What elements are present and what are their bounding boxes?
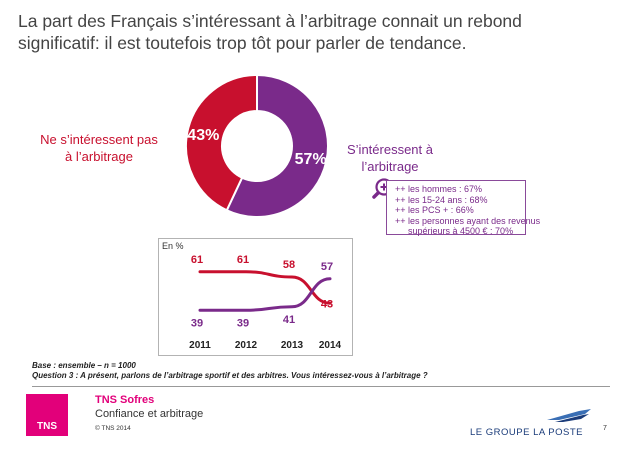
x-tick-label-2012: 2012 xyxy=(235,340,258,351)
x-tick-label-2013: 2013 xyxy=(281,340,304,351)
line-chart: 2011 2012 2013 2014 61 61 58 43 39 39 41 57 xyxy=(189,254,341,351)
donut-label-not-interested-line-2: à l’arbitrage xyxy=(65,149,133,164)
donut-label-interested: S’intéressent à l’arbitrage xyxy=(334,141,446,175)
x-tick-label-2011: 2011 xyxy=(189,340,211,351)
data-label-not_interested-2013: 58 xyxy=(283,259,295,271)
title-line-1: La part des Français s’intéressant à l’a… xyxy=(18,11,522,31)
title-line-2: significatif: il est toutefois trop tôt … xyxy=(18,33,467,53)
la-poste-label: LE GROUPE LA POSTE xyxy=(470,427,584,438)
page-number: 7 xyxy=(603,425,607,432)
donut-label-not-interested: Ne s’intéressent pas à l’arbitrage xyxy=(24,131,174,165)
donut-value-label-0: 57% xyxy=(295,151,327,168)
donut-slice-0 xyxy=(225,73,329,218)
brand-name: TNS Sofres xyxy=(95,394,155,406)
line-chart-frame xyxy=(158,238,353,356)
data-label-interested-2013: 41 xyxy=(283,314,295,326)
base-sample: Base : ensemble – n = 1000 xyxy=(32,361,136,370)
la-poste-bird-logo xyxy=(547,409,591,422)
detail-men: ++ les hommes : 67% xyxy=(395,184,483,194)
series-line-not_interested xyxy=(198,270,332,305)
x-tick-label-2014: 2014 xyxy=(319,340,342,351)
details-box: ++ les hommes : 67% ++ les 15-24 ans : 6… xyxy=(386,180,541,236)
data-label-not_interested-2014: 43 xyxy=(321,298,333,310)
data-label-not_interested-2012: 61 xyxy=(237,254,249,266)
donut-label-interested-line-1: S’intéressent à xyxy=(347,142,433,157)
page-title: La part des Français s’intéressant à l’a… xyxy=(18,10,628,54)
data-label-not_interested-2011: 61 xyxy=(191,254,203,266)
series-line-interested xyxy=(198,277,332,312)
donut-slice-1 xyxy=(185,73,258,212)
footer-divider xyxy=(32,386,610,387)
detail-age: ++ les 15-24 ans : 68% xyxy=(395,194,488,205)
donut-value-label-1: 43% xyxy=(187,127,219,144)
tns-logo: TNS xyxy=(26,394,68,436)
detail-income-2: supérieurs à 4500 € : 70% xyxy=(408,226,514,236)
data-label-interested-2014: 57 xyxy=(321,261,333,273)
copyright: © TNS 2014 xyxy=(95,425,131,432)
data-label-interested-2011: 39 xyxy=(191,317,203,329)
base-note: Base : ensemble – n = 1000 Question 3 : … xyxy=(32,361,428,381)
detail-pcs: ++ les PCS + : 66% xyxy=(395,205,474,215)
donut-chart: 57% 43% xyxy=(185,73,329,218)
data-label-interested-2012: 39 xyxy=(237,317,249,329)
base-question: Question 3 : A présent, parlons de l’arb… xyxy=(32,371,428,380)
study-name: Confiance et arbitrage xyxy=(95,408,204,420)
detail-income-1: ++ les personnes ayant des revenus xyxy=(395,215,541,226)
donut-label-not-interested-line-1: Ne s’intéressent pas xyxy=(40,132,158,147)
donut-label-interested-line-2: l’arbitrage xyxy=(361,159,419,174)
line-chart-unit-label: En % xyxy=(162,241,184,251)
